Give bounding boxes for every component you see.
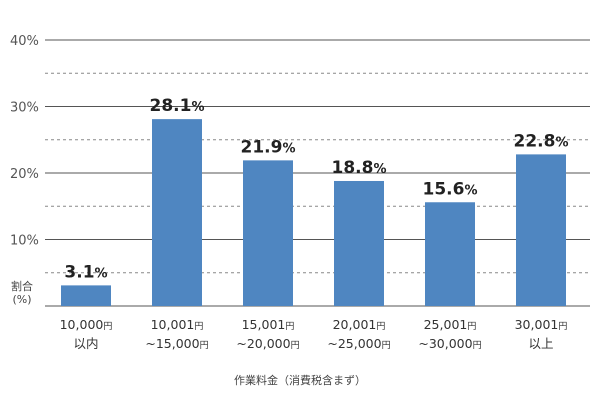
category-unit: 円 — [382, 340, 391, 351]
category-unit: 円 — [103, 321, 112, 332]
y-axis-label: (%) — [12, 293, 31, 306]
category-label: ~25,000円 — [327, 336, 390, 351]
bar — [516, 154, 566, 306]
category-unit: 円 — [285, 321, 294, 332]
y-tick-label: 40% — [10, 34, 39, 49]
data-label: 28.1% — [150, 96, 205, 116]
category-label: ~30,000円 — [418, 336, 481, 351]
data-label-value: 28.1 — [150, 96, 192, 116]
category-unit: 円 — [473, 340, 482, 351]
category-text: ~15,000 — [145, 336, 199, 351]
category-unit: 円 — [467, 321, 476, 332]
category-unit: 円 — [291, 340, 300, 351]
bar — [243, 160, 293, 306]
x-axis-title: 作業料金（消費税含まず） — [234, 373, 366, 387]
data-label-value: 15.6 — [423, 179, 465, 199]
bar — [425, 202, 475, 306]
category-label: 15,001円 — [242, 317, 295, 332]
category-text: 15,001 — [242, 317, 286, 332]
data-label-unit: % — [282, 141, 295, 156]
category-label: 20,001円 — [333, 317, 386, 332]
category-label: 以内 — [73, 336, 98, 351]
category-label: 10,001円 — [151, 317, 204, 332]
data-label-unit: % — [191, 100, 204, 115]
category-text: ~20,000 — [236, 336, 290, 351]
data-label-unit: % — [95, 266, 108, 281]
data-label: 15.6% — [423, 179, 478, 199]
data-label-unit: % — [373, 162, 386, 177]
category-label: 10,000円 — [60, 317, 113, 332]
category-label: 25,001円 — [424, 317, 477, 332]
category-unit: 円 — [376, 321, 385, 332]
data-label: 3.1% — [64, 262, 107, 282]
category-label: ~15,000円 — [145, 336, 208, 351]
bar — [152, 119, 202, 306]
category-text: ~30,000 — [418, 336, 472, 351]
y-tick-label: 30% — [10, 101, 39, 116]
category-unit: 円 — [558, 321, 567, 332]
data-label-unit: % — [555, 135, 568, 150]
data-label: 18.8% — [332, 158, 387, 178]
category-unit: 円 — [200, 340, 209, 351]
bar — [61, 285, 111, 306]
y-tick-label: 20% — [10, 167, 39, 182]
data-label: 22.8% — [514, 131, 569, 151]
category-unit: 円 — [194, 321, 203, 332]
category-text: 20,001 — [333, 317, 377, 332]
data-label-value: 3.1 — [64, 262, 94, 282]
category-label: ~20,000円 — [236, 336, 299, 351]
y-axis-label: 割合 — [11, 279, 33, 293]
data-label-value: 22.8 — [514, 131, 556, 151]
category-label: 30,001円 — [515, 317, 568, 332]
data-label-unit: % — [464, 183, 477, 198]
category-text: 25,001 — [424, 317, 468, 332]
y-tick-label: 10% — [10, 234, 39, 249]
data-label-value: 21.9 — [241, 137, 283, 157]
bar — [334, 180, 384, 306]
data-label: 21.9% — [241, 137, 296, 157]
category-label: 以上 — [528, 336, 553, 351]
category-text: 30,001 — [515, 317, 559, 332]
category-text: 以上 — [528, 336, 553, 351]
category-text: 10,001 — [151, 317, 195, 332]
category-text: 以内 — [73, 336, 98, 351]
data-label-value: 18.8 — [332, 158, 374, 178]
category-text: ~25,000 — [327, 336, 381, 351]
category-text: 10,000 — [60, 317, 104, 332]
